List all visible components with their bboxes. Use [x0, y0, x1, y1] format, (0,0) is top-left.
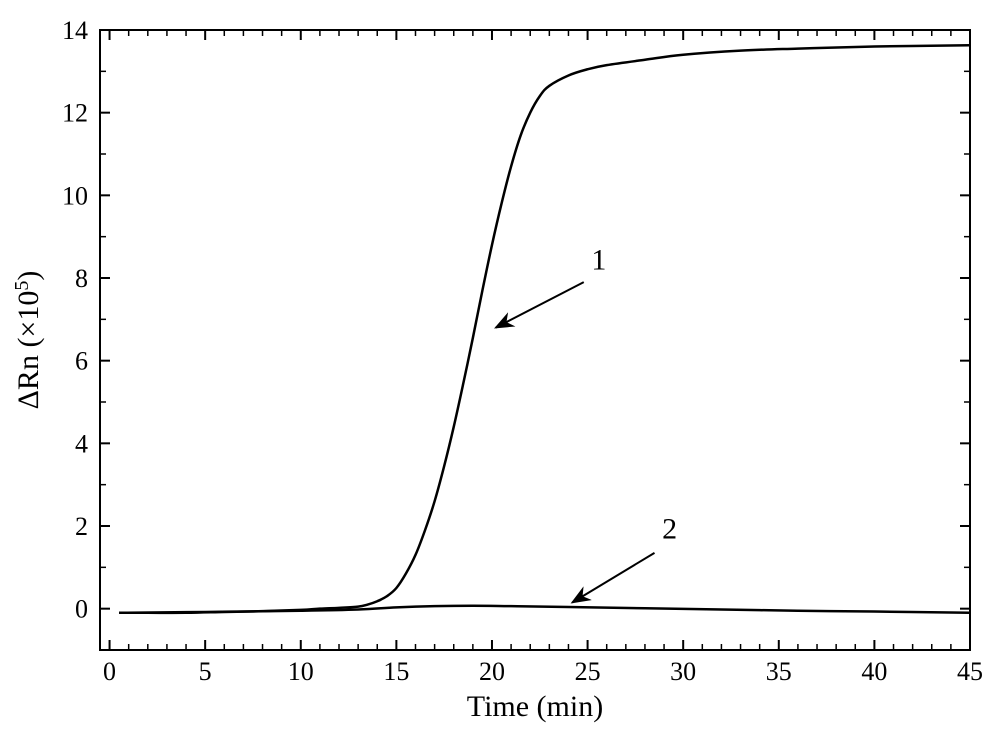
x-tick-label: 15 — [383, 657, 409, 686]
delta-rn-time-chart: 051015202530354045Time (min)02468101214Δ… — [0, 0, 1000, 745]
plot-frame — [100, 30, 970, 650]
y-tick-label: 2 — [75, 512, 88, 541]
curve-2 — [119, 606, 970, 613]
x-axis-label: Time (min) — [467, 690, 603, 723]
label-2-arrow — [572, 553, 654, 603]
x-tick-label: 10 — [288, 657, 314, 686]
x-tick-label: 20 — [479, 657, 505, 686]
y-tick-label: 14 — [62, 16, 88, 45]
svg-text:ΔRn (×105): ΔRn (×105) — [11, 271, 45, 410]
y-tick-label: 10 — [62, 181, 88, 210]
x-tick-label: 0 — [103, 657, 116, 686]
y-tick-label: 4 — [75, 429, 88, 458]
x-tick-label: 30 — [670, 657, 696, 686]
x-tick-label: 35 — [766, 657, 792, 686]
x-tick-label: 25 — [575, 657, 601, 686]
x-tick-label: 40 — [861, 657, 887, 686]
y-tick-label: 12 — [62, 99, 88, 128]
y-axis-label: ΔRn (×105) — [11, 271, 45, 410]
label-2: 2 — [662, 512, 677, 545]
y-tick-label: 0 — [75, 595, 88, 624]
series-group — [119, 45, 970, 613]
x-tick-label: 45 — [957, 657, 983, 686]
y-tick-label: 6 — [75, 347, 88, 376]
x-tick-label: 5 — [199, 657, 212, 686]
y-tick-label: 8 — [75, 264, 88, 293]
curve-1 — [119, 45, 970, 613]
label-1: 1 — [591, 244, 606, 277]
label-1-arrow — [496, 282, 584, 327]
